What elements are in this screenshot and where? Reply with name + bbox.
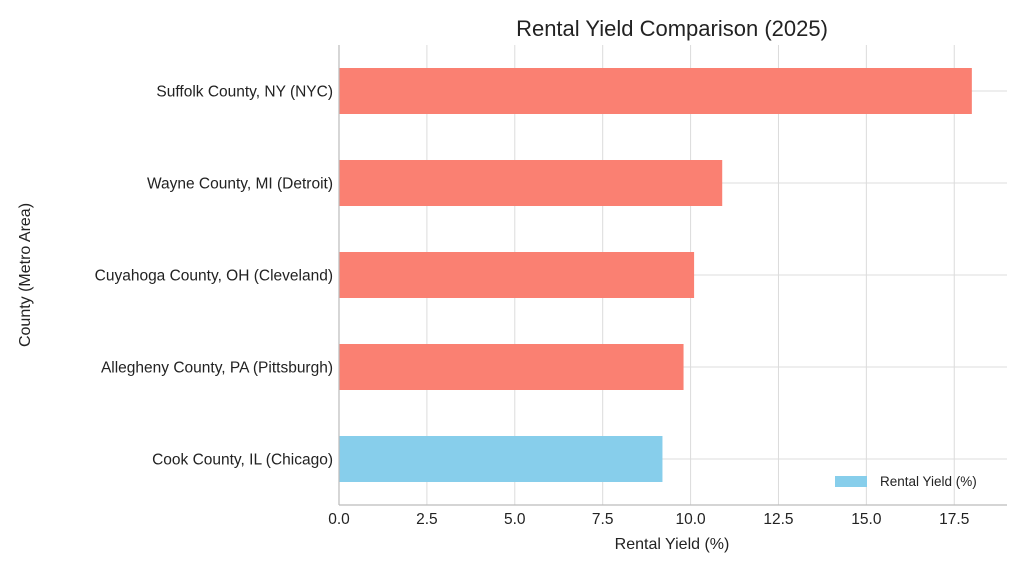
y-tick-label: Allegheny County, PA (Pittsburgh) [101,360,333,377]
bar [339,160,723,206]
y-tick-label: Cook County, IL (Chicago) [152,452,333,469]
bars [339,68,972,482]
legend: Rental Yield (%) [835,474,977,489]
y-axis-label: County (Metro Area) [17,203,34,347]
axes-spines [338,45,1007,506]
x-tick-label: 10.0 [675,511,706,528]
x-axis-label: Rental Yield (%) [615,536,730,553]
y-tick-label: Suffolk County, NY (NYC) [156,84,333,101]
chart-title: Rental Yield Comparison (2025) [516,16,828,41]
x-tick-label: 7.5 [592,511,614,528]
bar [339,68,972,114]
x-tick-label: 17.5 [939,511,969,528]
bar [339,252,695,298]
y-tick-labels: Cook County, IL (Chicago) Allegheny Count… [95,84,333,469]
bar [339,344,684,390]
y-tick-label: Cuyahoga County, OH (Cleveland) [95,268,333,285]
legend-swatch [835,476,867,487]
x-tick-label: 0.0 [328,511,350,528]
y-tick-label: Wayne County, MI (Detroit) [147,176,333,193]
x-tick-label: 2.5 [416,511,438,528]
legend-label: Rental Yield (%) [880,474,977,489]
bar [339,436,663,482]
x-tick-label: 15.0 [851,511,882,528]
x-tick-label: 12.5 [763,511,793,528]
x-tick-label: 5.0 [504,511,526,528]
x-tick-labels: 0.0 2.5 5.0 7.5 10.0 12.5 15.0 17.5 [328,511,969,528]
